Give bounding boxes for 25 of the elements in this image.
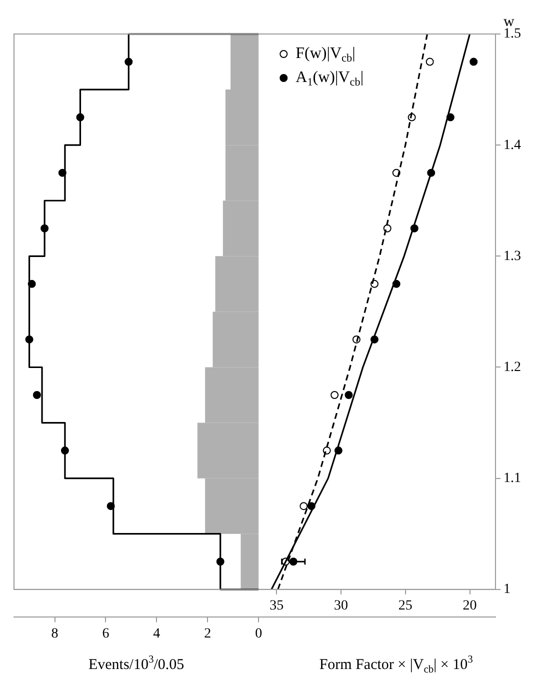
- point: [76, 113, 84, 122]
- point: [124, 58, 133, 66]
- point: [28, 280, 36, 288]
- x-tick-label: 20: [462, 598, 477, 614]
- point: [60, 446, 69, 455]
- point: [25, 335, 34, 344]
- x-tick-label: 30: [334, 598, 348, 614]
- x2-tick-label: 8: [51, 626, 58, 642]
- point: [106, 502, 115, 510]
- x2-tick-label: 4: [153, 626, 160, 642]
- point: [32, 391, 41, 400]
- y-tick-label: 1.2: [504, 360, 521, 375]
- x2-tick-label: 0: [255, 626, 262, 642]
- y-tick-label: 1.1: [504, 470, 521, 486]
- point: [216, 558, 224, 566]
- x2-tick-label: 2: [204, 626, 212, 642]
- point: [40, 224, 49, 232]
- point: [58, 168, 66, 177]
- y-tick-label: 1.4: [504, 138, 521, 153]
- y-tick-label: 1.5: [504, 26, 521, 42]
- y-tick-label: 1.3: [504, 248, 521, 264]
- x2-tick-label: 6: [102, 626, 110, 642]
- x-tick-label: 25: [398, 598, 412, 614]
- y-tick-label: 1: [504, 582, 510, 598]
- x-tick-label: 35: [270, 598, 284, 614]
